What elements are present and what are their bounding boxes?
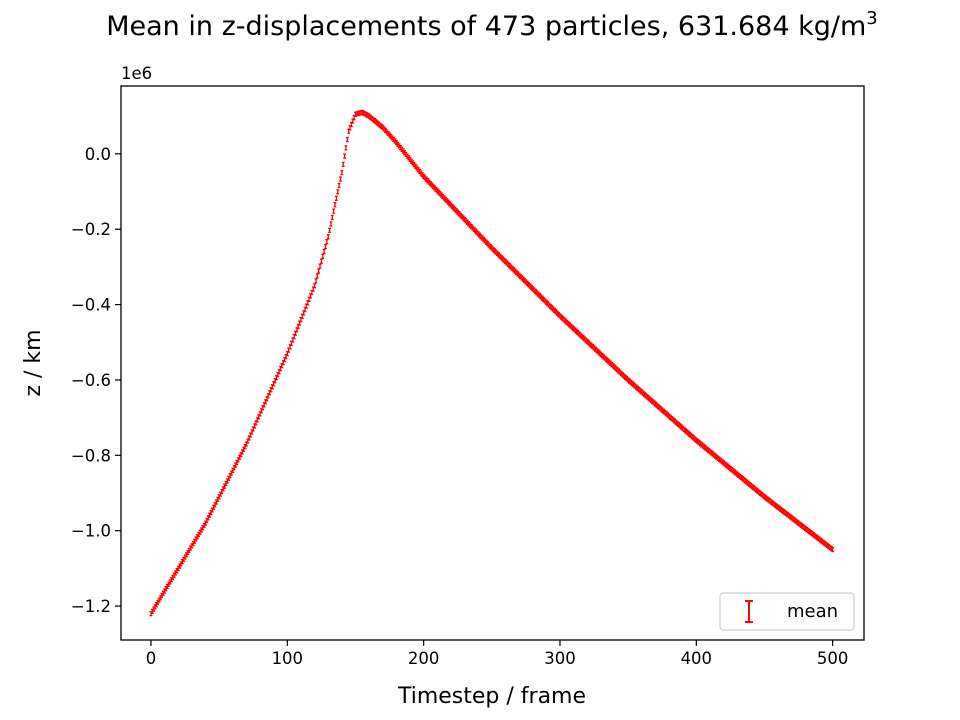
plot-frame — [120, 85, 865, 641]
chart-title: Mean in z-displacements of 473 particles… — [106, 8, 878, 42]
y-tick-label: −0.8 — [71, 446, 111, 465]
chart-title-superscript: 3 — [866, 8, 877, 29]
legend-box — [719, 592, 855, 631]
x-tick-label: 200 — [408, 649, 440, 668]
x-axis-label: Timestep / frame — [397, 684, 586, 709]
y-axis-label: z / km — [21, 329, 46, 396]
y-axis-ticks: 0.0 −0.2 −0.4 −0.6 −0.8 −1.0 −1.2 — [71, 145, 121, 616]
y-tick-label: −0.6 — [71, 371, 111, 390]
x-tick-label: 500 — [817, 649, 849, 668]
y-tick-label: −0.4 — [71, 296, 111, 315]
x-axis-ticks: 0 100 200 300 400 500 — [146, 640, 849, 668]
x-tick-label: 300 — [544, 649, 576, 668]
x-tick-label: 400 — [681, 649, 713, 668]
series-layer — [149, 109, 835, 617]
x-tick-label: 100 — [272, 649, 304, 668]
y-tick-label: −0.2 — [71, 220, 111, 239]
y-offset-label: 1e6 — [121, 64, 152, 83]
legend: mean — [719, 592, 855, 631]
legend-marker — [745, 600, 753, 623]
y-tick-label: −1.0 — [71, 522, 111, 541]
legend-label-mean: mean — [787, 601, 838, 622]
series-mean — [149, 109, 835, 617]
x-tick-label: 0 — [146, 649, 157, 668]
y-tick-label: 0.0 — [85, 145, 111, 164]
y-tick-label: −1.2 — [71, 597, 111, 616]
